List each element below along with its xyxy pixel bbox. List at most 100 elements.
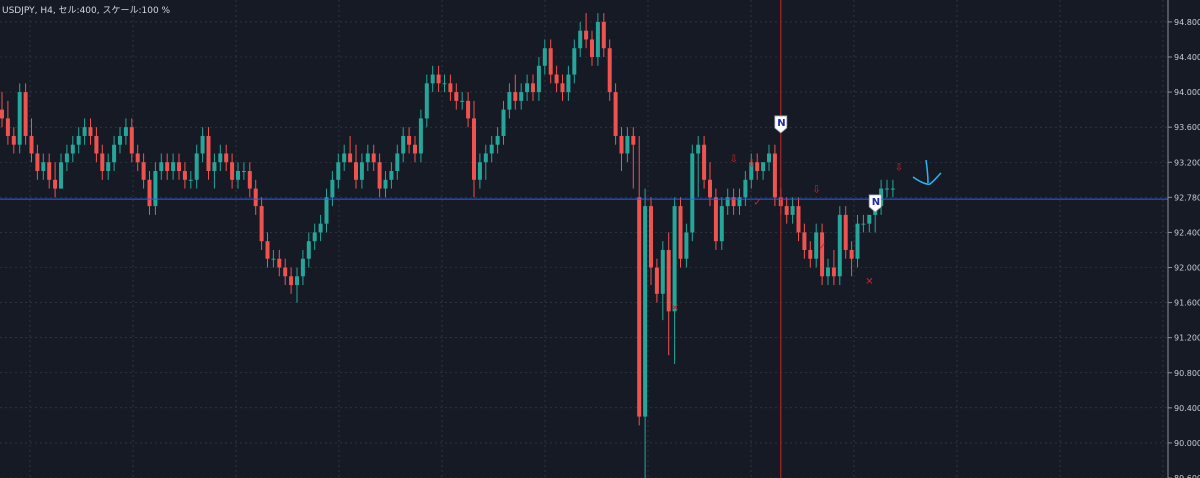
candle — [306, 232, 311, 268]
candle — [354, 144, 358, 189]
candle — [696, 135, 701, 198]
candle — [236, 162, 240, 189]
candle — [401, 127, 406, 163]
candle — [289, 267, 294, 294]
candle-body — [454, 92, 459, 101]
candle — [106, 153, 111, 180]
candle-body — [808, 249, 813, 259]
candle — [212, 153, 217, 189]
candle-body — [643, 206, 648, 417]
candle-body — [241, 171, 246, 173]
candle-body — [35, 153, 40, 172]
candle — [112, 135, 117, 172]
candle — [477, 153, 482, 189]
candle — [407, 127, 412, 154]
candle-body — [843, 214, 848, 250]
candle — [719, 197, 724, 250]
candle-body — [489, 144, 494, 154]
candle — [690, 144, 695, 242]
candle-body — [413, 144, 417, 154]
candle — [643, 188, 648, 478]
candle-body — [666, 249, 671, 312]
signal-marker: ✓ — [818, 242, 826, 253]
candle — [59, 153, 63, 189]
candle-body — [737, 197, 742, 207]
candle-body — [283, 267, 288, 277]
grid-vertical — [29, 0, 1164, 478]
candle — [536, 57, 541, 101]
candle — [277, 249, 282, 277]
candle — [371, 144, 376, 172]
candle — [613, 83, 618, 145]
signal-marker: ✓ — [753, 198, 761, 209]
candle-body — [0, 109, 4, 119]
candle-body — [507, 92, 512, 110]
candle — [702, 135, 707, 189]
candle-body — [501, 109, 506, 136]
candle — [525, 74, 530, 101]
candle — [259, 197, 264, 250]
candle-body — [165, 162, 170, 172]
candle — [17, 83, 22, 154]
candlestick-series — [0, 13, 895, 478]
candle — [135, 144, 140, 172]
candle-body — [495, 135, 500, 145]
candle — [53, 162, 58, 198]
candle-body — [861, 223, 866, 225]
candle — [796, 197, 801, 242]
candle — [672, 197, 677, 364]
candle-body — [867, 214, 872, 224]
candle-body — [584, 30, 589, 40]
candle — [436, 65, 441, 93]
candle — [837, 206, 842, 286]
candle — [519, 83, 524, 110]
candle-body — [483, 153, 488, 163]
candle — [365, 144, 370, 172]
candle-body — [41, 162, 46, 172]
candle — [454, 83, 459, 110]
candle-body — [348, 153, 353, 163]
candle-body — [236, 171, 240, 180]
candle-body — [194, 153, 199, 180]
candle — [560, 74, 565, 101]
candle — [784, 197, 789, 224]
candle — [472, 100, 476, 198]
candle — [159, 153, 164, 180]
candle — [194, 144, 199, 189]
candle — [295, 267, 299, 303]
candle-body — [11, 135, 16, 145]
candle-body — [377, 162, 382, 189]
candle-body — [135, 153, 140, 163]
candle-body — [342, 153, 347, 163]
candle-body — [53, 179, 58, 189]
candle — [247, 162, 252, 198]
candle-body — [295, 276, 299, 286]
candle — [713, 188, 718, 250]
candle — [241, 162, 246, 180]
n-marker-shape — [868, 194, 882, 213]
candle — [395, 144, 400, 180]
candle-body — [837, 214, 842, 277]
candle-body — [885, 188, 889, 190]
candle — [348, 135, 353, 163]
candle — [283, 258, 288, 286]
n-marker: N — [868, 194, 882, 213]
candle — [831, 249, 836, 286]
annotation-stroke — [912, 172, 942, 185]
candle-body — [359, 162, 364, 180]
candle — [867, 214, 872, 233]
signal-marker: ⇩ — [730, 154, 738, 165]
candle — [767, 144, 771, 172]
candle — [743, 171, 748, 207]
candle — [230, 153, 235, 189]
candle-body — [554, 74, 559, 84]
candle-body — [47, 162, 52, 180]
candle — [383, 171, 388, 198]
candle-body — [442, 83, 447, 85]
candle-body — [761, 162, 766, 172]
candle-body — [407, 135, 412, 145]
candle — [654, 258, 659, 303]
candle-body — [831, 267, 836, 277]
candle-body — [820, 232, 825, 277]
